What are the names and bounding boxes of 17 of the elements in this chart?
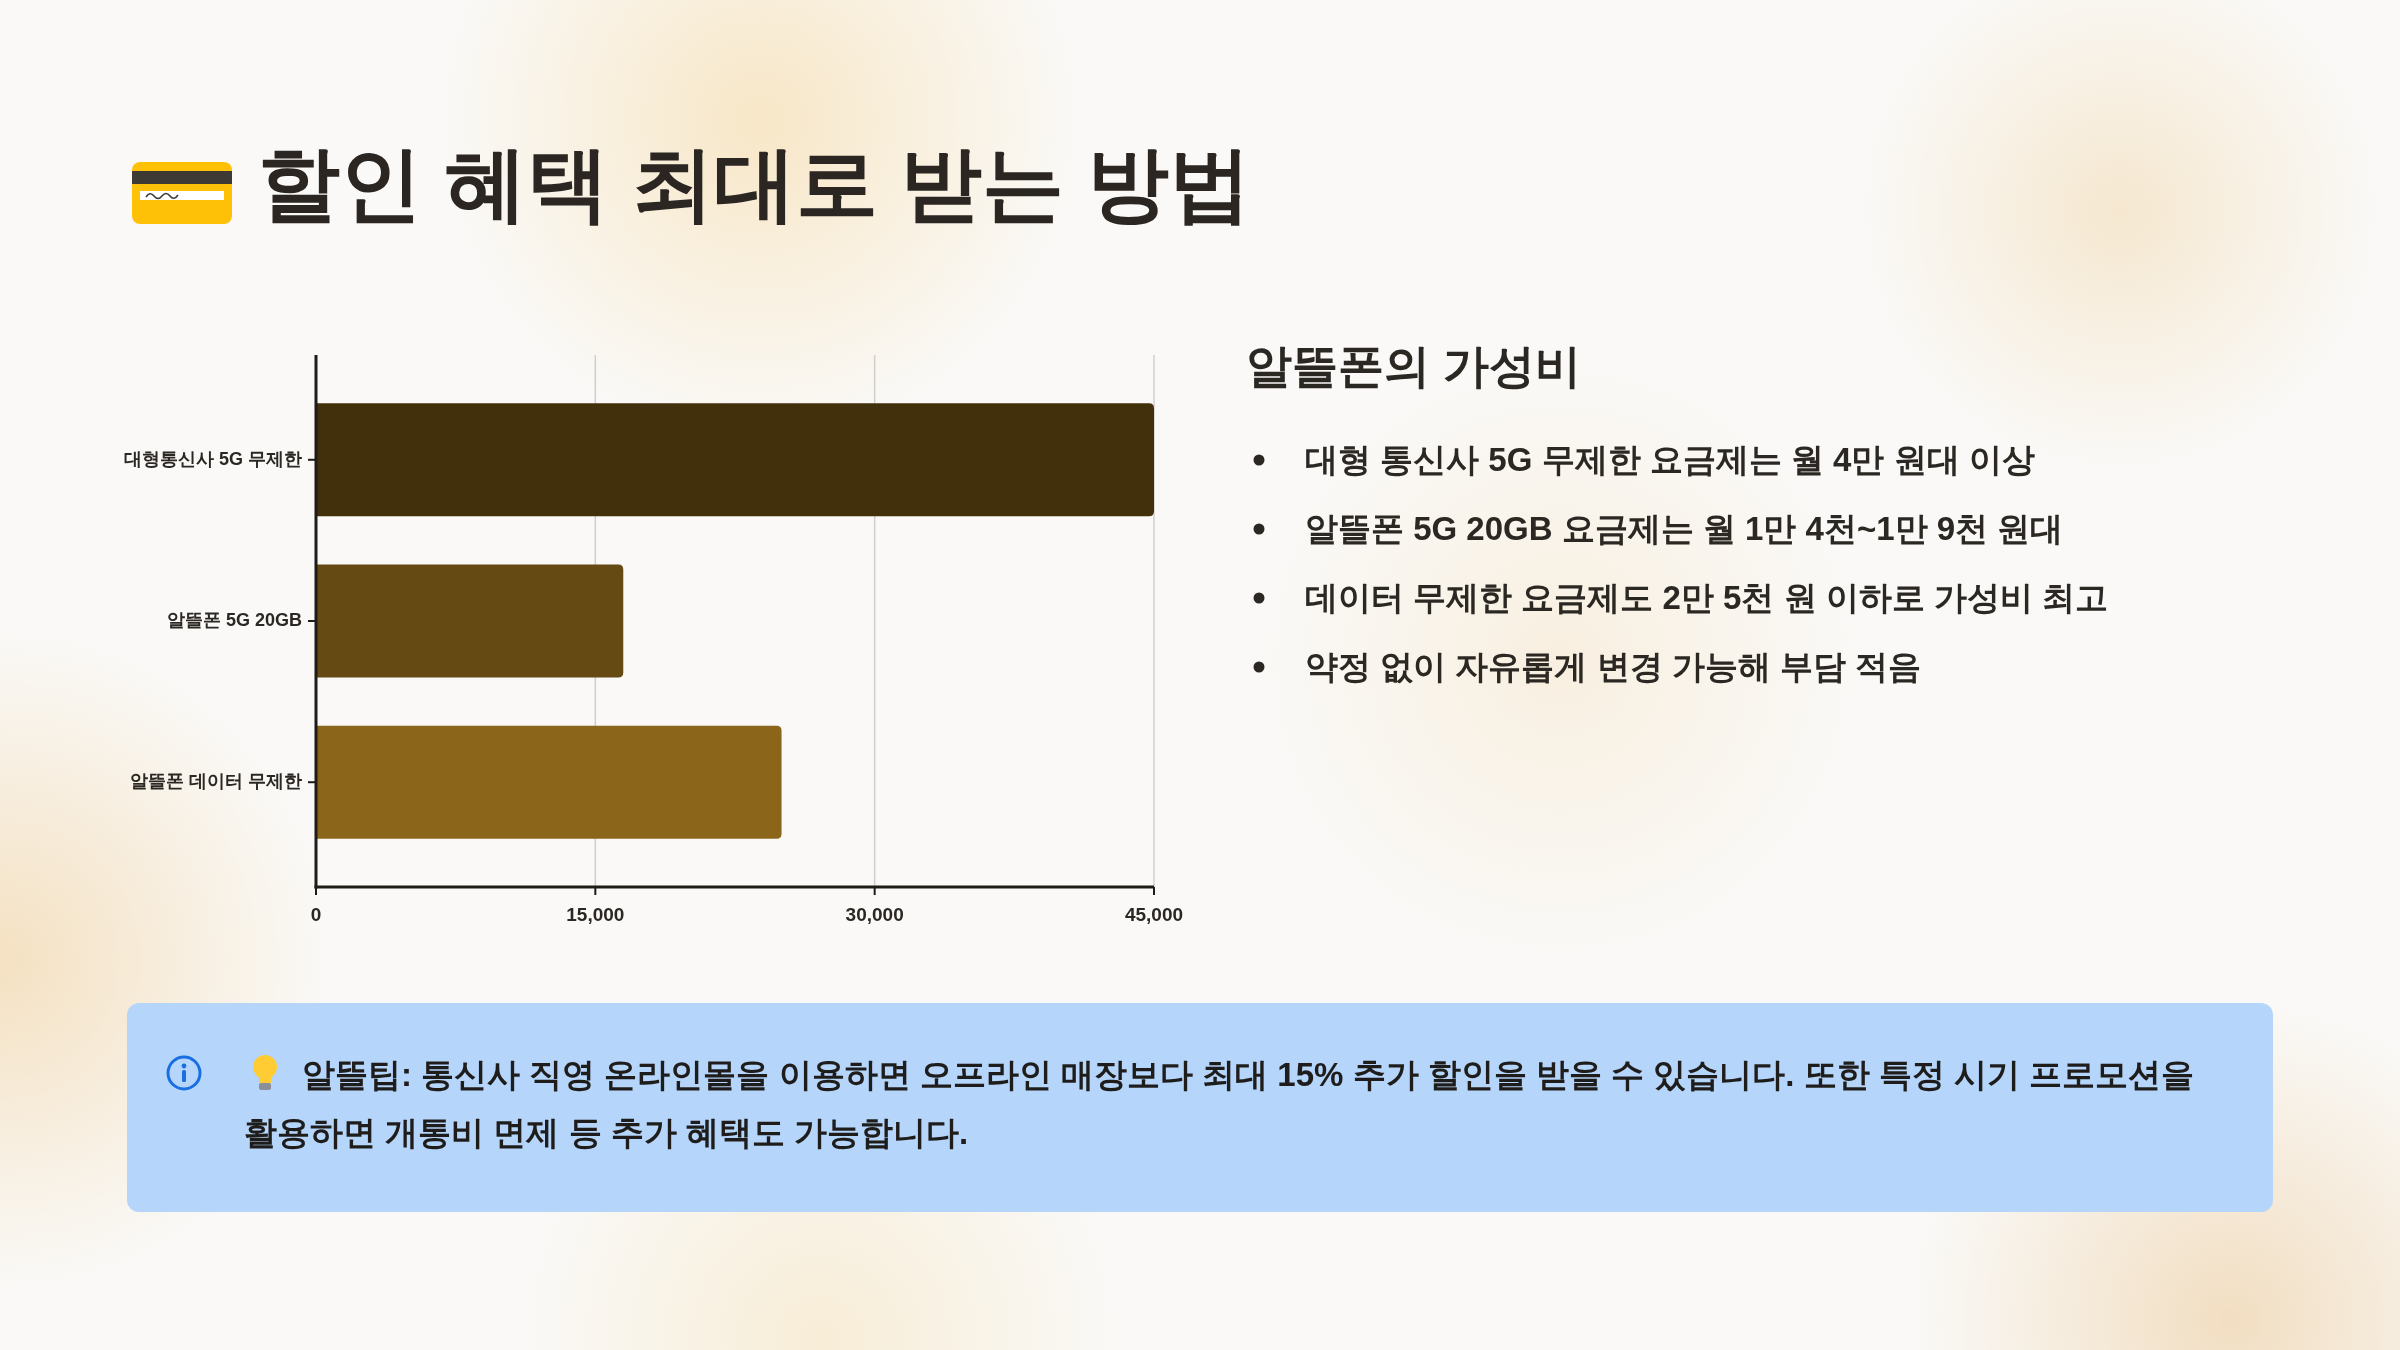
y-tick-label: 대형통신사 5G 무제한 xyxy=(123,448,302,469)
text: 약정 없이 자유롭게 변경 가능해 부담 적음 xyxy=(1305,648,1922,685)
bar xyxy=(316,403,1154,517)
chart-title: 할인 혜택 최대로 받는 방법 xyxy=(258,137,1252,231)
bar xyxy=(316,564,624,678)
text: 대형 통신사 5G 무제한 요금제는 월 4만 원대 이상 xyxy=(1305,441,2035,478)
text: 알뜰폰 5G 20GB 요금제는 월 1만 4천~1만 9천 원대 xyxy=(1305,510,2064,547)
x-tick-label: 45,000 xyxy=(1124,904,1184,925)
x-tick-label: 0 xyxy=(310,904,322,925)
y-tick-label: 알뜰폰 데이터 무제한 xyxy=(129,770,302,791)
text: 알뜰폰의 가성비 xyxy=(1246,339,1581,394)
y-tick-label: 알뜰폰 5G 20GB xyxy=(166,609,302,630)
text: 데이터 무제한 요금제도 2만 5천 원 이하로 가성비 최고 xyxy=(1305,579,2109,616)
text: 알뜰팁: 통신사 직영 온라인몰을 이용하면 오프라인 매장보다 최대 15% 추가 할인을 받을 수 있습니다. 또한 특정 시기 프로모션을 활용하면 개통비 면제 등 추가 혜택도 가능합니다. xyxy=(244,1055,2196,1153)
x-tick-label: 15,000 xyxy=(566,904,625,925)
x-tick-label: 30,000 xyxy=(845,904,904,925)
bar xyxy=(316,725,782,839)
